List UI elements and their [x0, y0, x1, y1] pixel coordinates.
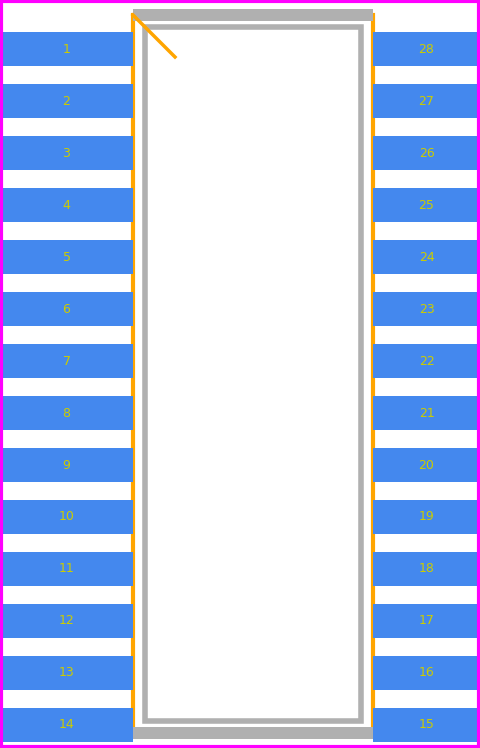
- Bar: [0, 84, 133, 118]
- Bar: [0, 32, 133, 66]
- Bar: [0, 552, 133, 586]
- Bar: [0, 708, 133, 742]
- Text: 28: 28: [419, 43, 434, 55]
- Bar: [373, 396, 480, 430]
- Bar: [373, 656, 480, 690]
- Text: 19: 19: [419, 510, 434, 524]
- Text: 2: 2: [62, 94, 71, 108]
- Text: 13: 13: [59, 666, 74, 679]
- Bar: [0, 344, 133, 378]
- Text: 3: 3: [62, 147, 71, 159]
- Text: 12: 12: [59, 615, 74, 628]
- Text: 25: 25: [419, 198, 434, 212]
- Text: 5: 5: [62, 251, 71, 263]
- Text: 8: 8: [62, 406, 71, 420]
- Text: 24: 24: [419, 251, 434, 263]
- Text: 23: 23: [419, 302, 434, 316]
- Bar: [0, 448, 133, 482]
- Bar: [133, 727, 373, 739]
- Text: 9: 9: [62, 459, 71, 471]
- Bar: [373, 708, 480, 742]
- Bar: [0, 396, 133, 430]
- Text: 27: 27: [419, 94, 434, 108]
- Bar: [0, 500, 133, 534]
- Bar: [373, 500, 480, 534]
- Text: 22: 22: [419, 355, 434, 367]
- Text: 6: 6: [62, 302, 71, 316]
- Bar: [133, 9, 373, 21]
- Text: 14: 14: [59, 719, 74, 732]
- Bar: [133, 15, 373, 733]
- Text: 26: 26: [419, 147, 434, 159]
- Text: 16: 16: [419, 666, 434, 679]
- Text: 4: 4: [62, 198, 71, 212]
- Text: 15: 15: [419, 719, 434, 732]
- Text: 17: 17: [419, 615, 434, 628]
- Bar: [373, 448, 480, 482]
- Bar: [0, 292, 133, 326]
- Text: 1: 1: [62, 43, 71, 55]
- Bar: [373, 344, 480, 378]
- Bar: [373, 240, 480, 274]
- Bar: [373, 84, 480, 118]
- Bar: [0, 604, 133, 638]
- Text: 21: 21: [419, 406, 434, 420]
- Bar: [0, 136, 133, 170]
- Text: 7: 7: [62, 355, 71, 367]
- Text: 20: 20: [419, 459, 434, 471]
- Bar: [373, 604, 480, 638]
- Bar: [373, 32, 480, 66]
- Text: 10: 10: [59, 510, 74, 524]
- Bar: [145, 27, 361, 721]
- Bar: [0, 656, 133, 690]
- Bar: [373, 188, 480, 222]
- Bar: [373, 292, 480, 326]
- Text: 18: 18: [419, 562, 434, 575]
- Text: 11: 11: [59, 562, 74, 575]
- Bar: [0, 188, 133, 222]
- Bar: [373, 552, 480, 586]
- Bar: [373, 136, 480, 170]
- Bar: [0, 240, 133, 274]
